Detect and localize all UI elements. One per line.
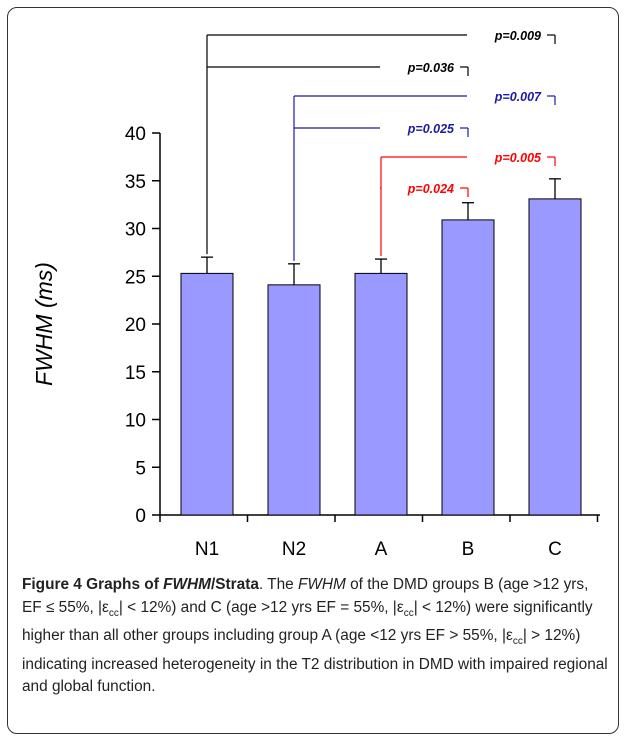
bar <box>267 284 321 516</box>
p-value-label: p=0.036 <box>407 61 455 75</box>
x-tick-label: C <box>548 539 562 560</box>
p-value-label: p=0.025 <box>407 122 455 136</box>
p-value-label: p=0.024 <box>407 182 454 196</box>
y-tick-label: 30 <box>125 220 146 241</box>
y-tick-label: 10 <box>125 411 146 432</box>
x-tick-label: N1 <box>195 539 219 560</box>
y-tick-label: 25 <box>125 267 146 288</box>
caption-title: Figure 4 Graphs of FWHM/Strata <box>22 576 259 593</box>
bar <box>528 198 582 516</box>
y-tick-label: 5 <box>135 458 146 479</box>
y-tick-label: 15 <box>125 363 146 384</box>
figure-caption: Figure 4 Graphs of FWHM/Strata. The FWHM… <box>22 576 608 696</box>
y-tick-label: 20 <box>125 315 146 336</box>
bar <box>354 272 408 516</box>
p-value-label: p=0.005 <box>494 151 542 165</box>
x-tick-label: N2 <box>282 539 306 560</box>
x-tick-label: B <box>462 539 475 560</box>
x-tick-label: A <box>375 539 388 560</box>
y-tick-label: 35 <box>125 172 146 193</box>
p-value-label: p=0.007 <box>494 90 542 104</box>
y-tick-label: 0 <box>135 506 146 527</box>
bar <box>180 272 234 516</box>
y-tick-label: 40 <box>125 124 146 145</box>
bar <box>441 219 495 516</box>
y-axis-label: FWHM (ms) <box>31 262 57 386</box>
p-value-label: p=0.009 <box>494 29 541 43</box>
